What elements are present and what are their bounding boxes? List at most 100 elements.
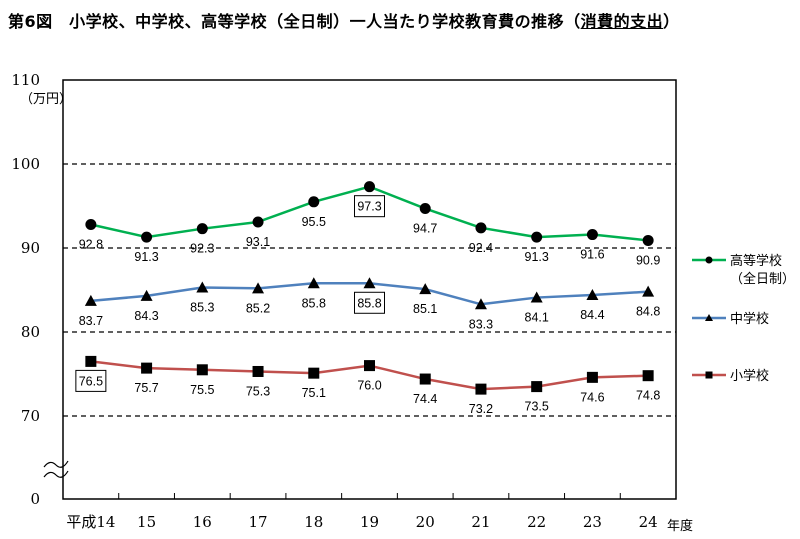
- x-tick-label: 平成14: [66, 513, 115, 531]
- data-label: 73.2: [469, 402, 493, 416]
- data-label: 91.6: [580, 248, 604, 262]
- series-1: 83.7 84.3 85.3 85.2 85.8 85.8 85.1 83.3 84.1 84.4…: [79, 277, 660, 331]
- data-point-triangle: [307, 277, 320, 289]
- data-label-box: [75, 369, 107, 392]
- y-tick-label: 70: [21, 407, 40, 425]
- data-point-circle: [531, 231, 543, 243]
- x-tick-label: 20: [416, 513, 435, 531]
- legend-label: 中学校: [730, 311, 769, 327]
- data-label: 85.1: [413, 302, 437, 316]
- data-point-square: [141, 362, 153, 374]
- data-point-circle: [308, 196, 320, 208]
- data-label: 74.6: [580, 390, 604, 404]
- data-label: 92.3: [190, 242, 214, 256]
- data-point-triangle: [419, 283, 432, 295]
- x-tick-label: 24: [639, 513, 658, 531]
- data-point-square: [586, 371, 598, 383]
- data-point-square: [85, 355, 97, 367]
- data-point-circle: [419, 203, 431, 215]
- data-point-circle: [141, 231, 153, 243]
- legend-triangle-icon: [705, 314, 713, 321]
- x-axis-label: 年度: [667, 518, 693, 534]
- data-point-circle: [85, 218, 97, 230]
- data-label: 84.4: [580, 308, 604, 322]
- y-tick-label: 0: [30, 490, 40, 508]
- data-label: 91.3: [525, 250, 549, 264]
- data-label: 74.4: [413, 392, 437, 406]
- data-point-circle: [364, 181, 375, 193]
- data-point-square: [531, 381, 543, 393]
- data-label: 75.1: [302, 386, 326, 400]
- data-point-triangle: [474, 298, 487, 310]
- data-label: 94.7: [413, 222, 437, 236]
- data-label: 73.5: [525, 400, 549, 414]
- data-point-triangle: [642, 285, 655, 297]
- data-label: 76.5: [79, 374, 103, 388]
- data-label: 90.9: [636, 253, 660, 267]
- data-label: 85.3: [190, 300, 214, 314]
- data-label: 84.1: [525, 311, 549, 325]
- legend-item-1: 中学校: [692, 311, 769, 327]
- data-label-box: [354, 195, 385, 218]
- data-label: 75.3: [246, 384, 270, 398]
- legend-square-icon: [705, 371, 713, 379]
- data-point-square: [364, 360, 375, 372]
- data-label: 97.3: [357, 200, 381, 214]
- data-label: 84.8: [636, 305, 660, 319]
- data-point-circle: [475, 222, 487, 234]
- data-point-circle: [196, 223, 208, 235]
- data-label: 76.0: [357, 379, 381, 393]
- x-tick-label: 15: [137, 513, 156, 531]
- legend-circle-icon: [705, 256, 713, 264]
- y-tick-label: 80: [21, 323, 40, 341]
- data-point-circle: [586, 229, 598, 241]
- data-point-square: [642, 370, 654, 382]
- data-label: 85.8: [302, 296, 326, 310]
- data-label: 85.8: [357, 296, 381, 310]
- data-label: 74.8: [636, 389, 660, 403]
- data-point-square: [419, 373, 431, 385]
- data-point-triangle: [252, 282, 265, 294]
- data-label: 83.3: [469, 317, 493, 331]
- series-0: 92.8 91.3 92.3 93.1 95.5 97.3 94.7 92.4 91.3 91.6…: [79, 181, 660, 267]
- legend-sublabel: （全日制）: [730, 271, 795, 287]
- title-underlined: 消費的支出: [580, 12, 664, 31]
- y-axis-unit: （万円）: [20, 92, 72, 107]
- y-tick-label: 110: [11, 71, 40, 89]
- data-label: 83.7: [79, 314, 103, 328]
- y-tick-label: 90: [21, 239, 40, 257]
- legend-item-2: 小学校: [692, 368, 769, 384]
- data-label: 84.3: [134, 309, 158, 323]
- x-tick-label: 22: [527, 513, 546, 531]
- x-tick-label: 19: [360, 513, 379, 531]
- data-label: 95.5: [302, 215, 326, 229]
- data-label: 75.7: [134, 381, 158, 395]
- data-point-triangle: [84, 294, 97, 306]
- axis-break-icon: [43, 460, 69, 478]
- data-label: 92.8: [79, 237, 103, 251]
- x-tick-label: 21: [471, 513, 490, 531]
- data-point-triangle: [140, 289, 153, 301]
- data-point-triangle: [586, 289, 599, 301]
- x-tick-label: 23: [583, 513, 602, 531]
- chart-title: 第6図 小学校、中学校、高等学校（全日制）一人当たり学校教育費の推移（消費的支出…: [8, 8, 680, 32]
- data-label: 85.2: [246, 301, 270, 315]
- data-label: 91.3: [134, 250, 158, 264]
- legend-item-0: 高等学校 （全日制）: [692, 253, 795, 287]
- legend-label: 高等学校: [730, 253, 782, 269]
- title-text: 第6図 小学校、中学校、高等学校（全日制）一人当たり学校教育費の推移（: [8, 12, 581, 31]
- data-point-triangle: [363, 277, 376, 289]
- data-label-box: [354, 291, 385, 314]
- data-label: 93.1: [246, 235, 270, 249]
- legend-label: 小学校: [730, 368, 769, 384]
- data-point-square: [475, 383, 487, 395]
- data-label: 75.5: [190, 383, 214, 397]
- plot-frame: [62, 79, 677, 500]
- series-2: 76.5 75.7 75.5 75.3 75.1 76.0 74.4 73.2 73.5 74.6…: [75, 355, 660, 416]
- data-point-square: [308, 367, 320, 379]
- title-close: ）: [663, 12, 680, 31]
- y-tick-label: 100: [11, 155, 40, 173]
- data-label: 92.4: [469, 241, 493, 255]
- data-point-square: [196, 364, 208, 376]
